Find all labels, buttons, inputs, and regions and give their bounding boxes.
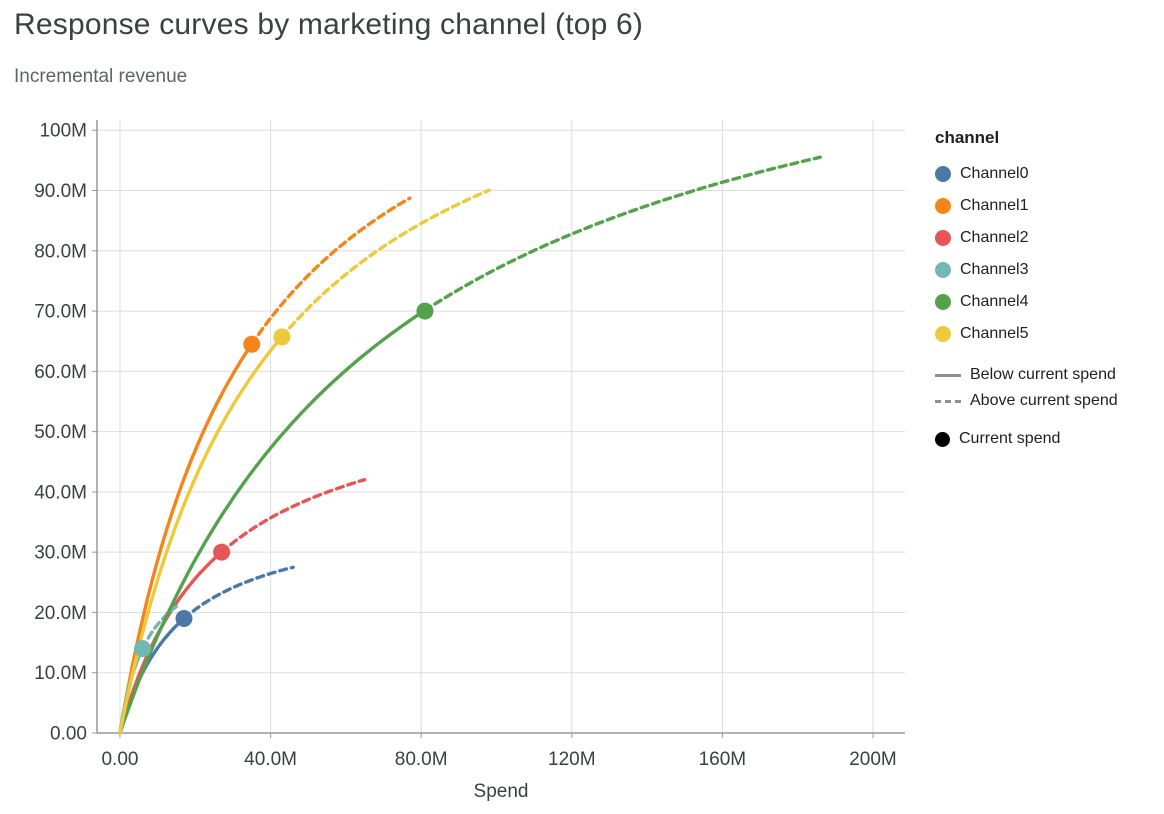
x-tick-label: 200M bbox=[849, 749, 897, 770]
y-tick-label: 30.0M bbox=[34, 543, 87, 564]
legend-label: Channel4 bbox=[960, 293, 1029, 310]
current-spend-dot-Channel0 bbox=[175, 609, 193, 627]
curve-below-spend-Channel1 bbox=[118, 342, 254, 735]
legend-item-below-current-spend: Below current spend bbox=[935, 362, 1161, 388]
curve-above-spend-Channel4 bbox=[423, 155, 822, 313]
y-tick-label: 100M bbox=[39, 121, 87, 142]
legend-item-channel0: Channel0 bbox=[935, 158, 1161, 190]
channel-color-swatch-icon bbox=[935, 262, 951, 278]
chart-subtitle: Incremental revenue bbox=[14, 66, 188, 87]
legend-title: channel bbox=[935, 128, 1000, 147]
legend-item-channel5: Channel5 bbox=[935, 318, 1161, 350]
current-spend-dot-Channel2 bbox=[213, 543, 231, 561]
legend-label: Channel0 bbox=[960, 165, 1029, 182]
channel-color-swatch-icon bbox=[935, 294, 951, 310]
y-tick-label: 0.00 bbox=[50, 724, 87, 745]
y-tick-label: 60.0M bbox=[34, 362, 87, 383]
legend-item-channel1: Channel1 bbox=[935, 190, 1161, 222]
legend-label: Above current spend bbox=[970, 392, 1118, 409]
chart-title: Response curves by marketing channel (to… bbox=[14, 8, 644, 41]
y-tick-label: 90.0M bbox=[34, 181, 87, 202]
x-tick-label: 80.0M bbox=[395, 749, 448, 770]
current-spend-dot-Channel5 bbox=[273, 328, 291, 346]
channel-color-swatch-icon bbox=[935, 230, 951, 246]
legend: channel Channel0 Channel1 Channel2 Channel3… bbox=[935, 128, 1161, 452]
y-tick-label: 10.0M bbox=[34, 663, 87, 684]
channel-color-swatch-icon bbox=[935, 326, 951, 342]
response-curves-plot: 0.00 40.0M 80.0M 120M 160M 200M 0.00 10.0M 20.0M… bbox=[34, 120, 905, 802]
x-axis-title: Spend bbox=[474, 781, 529, 802]
legend-label: Channel3 bbox=[960, 261, 1029, 278]
legend-item-channel4: Channel4 bbox=[935, 286, 1161, 318]
legend-label: Current spend bbox=[959, 430, 1061, 447]
curve-above-spend-Channel1 bbox=[250, 196, 412, 346]
channel-color-swatch-icon bbox=[935, 166, 951, 182]
current-spend-dot-Channel1 bbox=[243, 335, 261, 353]
legend-channel-list: Channel0 Channel1 Channel2 Channel3 Channel4… bbox=[935, 158, 1161, 350]
y-tick-label: 70.0M bbox=[34, 302, 87, 323]
curve-above-spend-Channel5 bbox=[280, 188, 491, 339]
y-tick-label: 40.0M bbox=[34, 482, 87, 503]
curve-below-spend-Channel4 bbox=[118, 308, 427, 735]
legend-item-channel2: Channel2 bbox=[935, 222, 1161, 254]
legend-item-above-current-spend: Above current spend bbox=[935, 388, 1161, 414]
y-tick-label: 80.0M bbox=[34, 241, 87, 262]
legend-label: Channel5 bbox=[960, 325, 1029, 342]
curve-above-spend-Channel2 bbox=[219, 478, 367, 554]
legend-item-channel3: Channel3 bbox=[935, 254, 1161, 286]
x-tick-label: 120M bbox=[548, 749, 596, 770]
x-tick-label: 160M bbox=[699, 749, 747, 770]
current-spend-dot-icon bbox=[935, 431, 950, 447]
current-spend-dot-Channel4 bbox=[416, 302, 434, 320]
legend-item-current-spend: Current spend bbox=[935, 426, 1161, 452]
legend-label: Channel2 bbox=[960, 229, 1029, 246]
curve-above-spend-Channel0 bbox=[182, 565, 295, 621]
y-tick-label: 50.0M bbox=[34, 422, 87, 443]
y-tick-label: 20.0M bbox=[34, 603, 87, 624]
x-tick-label: 40.0M bbox=[244, 749, 297, 770]
legend-label: Channel1 bbox=[960, 197, 1029, 214]
legend-label: Below current spend bbox=[970, 366, 1116, 383]
solid-line-swatch-icon bbox=[935, 373, 961, 377]
legend-style-list: Below current spend Above current spend bbox=[935, 362, 1161, 414]
x-tick-label: 0.00 bbox=[101, 749, 138, 770]
curve-below-spend-Channel5 bbox=[118, 335, 284, 735]
current-spend-dot-Channel3 bbox=[134, 640, 152, 658]
curve-below-spend-Channel2 bbox=[118, 550, 224, 735]
dashed-line-swatch-icon bbox=[935, 399, 961, 403]
channel-color-swatch-icon bbox=[935, 198, 951, 214]
